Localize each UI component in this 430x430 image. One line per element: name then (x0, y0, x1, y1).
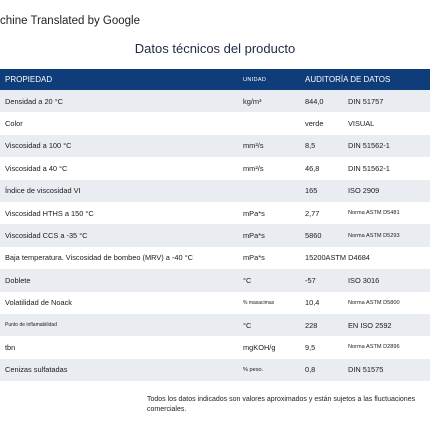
row-value: 228 (305, 320, 318, 330)
row-value: 165 (305, 186, 318, 196)
row-value: 844,0 (305, 96, 324, 106)
row-property: Viscosidad CCS a -35 °C (5, 231, 88, 241)
row-property: Cenizas sulfatadas (5, 365, 68, 375)
row-value: 8,5 (305, 141, 316, 151)
row-unit: % masacimas (243, 299, 275, 306)
row-unit (243, 112, 301, 134)
table-row: Cenizas sulfatadas % peso. 0,8 DIN 51575 (0, 358, 430, 382)
row-unit: mPa*s (243, 208, 265, 218)
row-method: EN ISO 2592 (348, 320, 392, 330)
table-row: Baja temperatura. Viscosidad de bombeo (… (0, 247, 430, 269)
header-propiedad: PROPIEDAD (5, 75, 53, 84)
row-method: ISO 3016 (348, 275, 380, 285)
row-method: Norma ASTM D5293 (348, 232, 400, 239)
row-method: Norma ASTM D5800 (348, 299, 400, 306)
row-unit: mm²/s (243, 163, 264, 173)
row-method (348, 247, 430, 269)
row-value: -57 (305, 275, 316, 285)
row-property: Viscosidad a 40 °C (5, 163, 68, 173)
table-row: Color verde VISUAL (0, 112, 430, 134)
table-row: Densidad a 20 °C kg/m³ 844,0 DIN 51757 (0, 90, 430, 113)
row-method: Norma ASTM D5481 (348, 210, 400, 217)
table-row: Viscosidad CCS a -35 °C mPa*s 5860 Norma… (0, 224, 430, 247)
row-property: Viscosidad HTHS a 150 °C (5, 208, 94, 218)
row-method: DIN 51575 (348, 365, 384, 375)
row-property: Doblete (5, 275, 31, 285)
table-row: Índice de viscosidad VI 165 ISO 2909 (0, 179, 430, 202)
row-unit: kg/m³ (243, 96, 262, 106)
row-value: 5860 (305, 231, 322, 241)
row-property: tbn (5, 342, 16, 352)
row-value: verde (305, 119, 324, 129)
table-header: PROPIEDAD UNIDAD AUDITORÍA DE DATOS (0, 69, 430, 90)
header-auditoria: AUDITORÍA DE DATOS (305, 75, 391, 84)
header-unidad: UNIDAD (243, 76, 267, 83)
row-method: Norma ASTM D2896 (348, 344, 400, 351)
row-property: Baja temperatura. Viscosidad de bombeo (… (5, 253, 193, 263)
row-value: 10,4 (305, 298, 320, 308)
table-row: Doblete °C -57 ISO 3016 (0, 269, 430, 292)
row-unit: °C (243, 320, 252, 330)
row-method: DIN 51562-1 (348, 163, 390, 173)
row-method: DIN 51757 (348, 96, 384, 106)
row-property: Índice de viscosidad VI (5, 186, 81, 196)
row-method: VISUAL (348, 119, 375, 129)
row-unit: mm²/s (243, 141, 264, 151)
table-row: Viscosidad a 40 °C mm²/s 46,8 DIN 51562-… (0, 157, 430, 179)
row-property: Punto de inflamabilidad (5, 322, 57, 329)
row-unit: % peso. (243, 366, 264, 373)
row-value: 46,8 (305, 163, 320, 173)
row-unit (243, 180, 301, 202)
row-value: 0,8 (305, 365, 316, 375)
disclaimer-note: Todos los datos indicados son valores ap… (147, 396, 416, 413)
table-row: Volatilidad de Noack % masacimas 10,4 No… (0, 292, 430, 314)
row-method: DIN 51562-1 (348, 141, 390, 151)
row-property: Volatilidad de Noack (5, 298, 72, 308)
row-value: 2,77 (305, 208, 320, 218)
row-property: Color (5, 119, 23, 129)
technical-data-table: PROPIEDAD UNIDAD AUDITORÍA DE DATOS Dens… (0, 69, 430, 382)
row-unit: mPa*s (243, 231, 265, 241)
row-value: 9,5 (305, 342, 316, 352)
row-value: 15200ASTM D4684 (305, 253, 370, 263)
row-unit: °C (243, 275, 252, 285)
table-row: Punto de inflamabilidad °C 228 EN ISO 25… (0, 313, 430, 337)
page-title: Datos técnicos del producto (134, 41, 296, 56)
table-row: tbn mgKOH/g 9,5 Norma ASTM D2896 (0, 336, 430, 358)
table-row: Viscosidad a 100 °C mm²/s 8,5 DIN 51562-… (0, 134, 430, 158)
row-property: Viscosidad a 100 °C (5, 141, 72, 151)
row-property: Densidad a 20 °C (5, 96, 64, 106)
machine-translation-banner: chine Translated by Google (0, 15, 141, 27)
table-row: Viscosidad HTHS a 150 °C mPa*s 2,77 Norm… (0, 202, 430, 224)
row-method: ISO 2909 (348, 186, 380, 196)
row-unit: mgKOH/g (243, 342, 276, 352)
row-unit: mPa*s (243, 253, 265, 263)
